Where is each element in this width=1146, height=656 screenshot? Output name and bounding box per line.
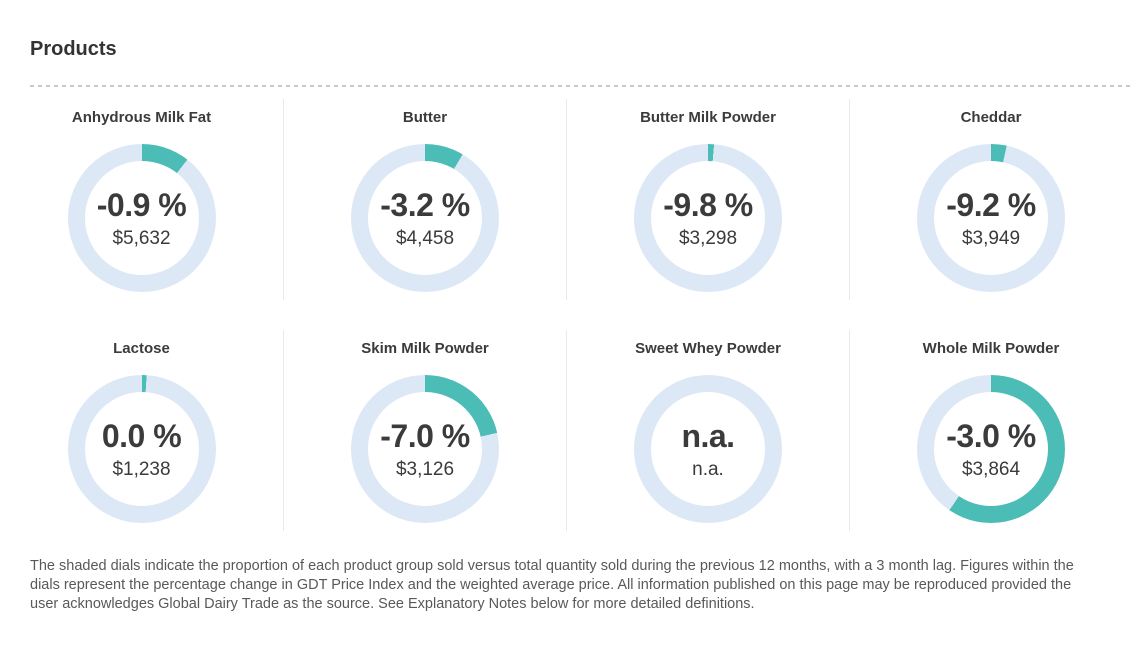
dial-center: -7.0 % $3,126	[368, 392, 482, 506]
product-dial-cell: Sweet Whey Powder n.a. n.a.	[566, 330, 849, 531]
product-dial-cell: Butter Milk Powder -9.8 % $3,298	[566, 99, 849, 300]
average-price-value: $3,298	[678, 227, 738, 249]
donut-dial: -9.2 % $3,949	[917, 144, 1065, 292]
product-dial-cell: Whole Milk Powder -3.0 % $3,864	[849, 330, 1132, 531]
average-price-value: $3,864	[961, 458, 1021, 480]
page-title: Products	[30, 38, 117, 60]
donut-dial: -3.0 % $3,864	[917, 375, 1065, 523]
price-change-value: -9.2 %	[946, 186, 1036, 223]
product-name: Cheddar	[960, 109, 1022, 126]
product-name: Anhydrous Milk Fat	[71, 109, 212, 126]
donut-dial: -0.9 % $5,632	[67, 144, 216, 292]
products-grid: Anhydrous Milk Fat -0.9 % $5,632 Butter …	[0, 99, 1132, 531]
product-name: Sweet Whey Powder	[635, 340, 781, 357]
product-dial-cell: Anhydrous Milk Fat -0.9 % $5,632	[0, 99, 283, 300]
dial-center: -9.2 % $3,949	[934, 161, 1048, 275]
product-name: Skim Milk Powder	[361, 340, 489, 357]
product-name: Butter	[402, 109, 448, 126]
product-name: Whole Milk Powder	[922, 340, 1060, 357]
section-divider	[30, 85, 1130, 87]
donut-dial: -7.0 % $3,126	[351, 375, 499, 523]
price-change-value: 0.0 %	[101, 417, 182, 454]
price-change-value: -9.8 %	[663, 186, 753, 223]
products-section: Products Anhydrous Milk Fat -0.9 % $5,63…	[0, 38, 1146, 614]
average-price-value: $5,632	[112, 227, 171, 249]
dial-center: 0.0 % $1,238	[84, 392, 199, 506]
product-dial-cell: Lactose 0.0 % $1,238	[0, 330, 283, 531]
price-change-value: -3.0 %	[946, 417, 1036, 454]
average-price-value: $4,458	[395, 227, 455, 249]
product-name: Butter Milk Powder	[640, 109, 776, 126]
dial-center: -0.9 % $5,632	[84, 161, 199, 275]
average-price-value: $3,949	[961, 227, 1021, 249]
donut-dial: -3.2 % $4,458	[351, 144, 499, 292]
price-change-value: -0.9 %	[96, 186, 187, 223]
dial-center: n.a. n.a.	[651, 392, 765, 506]
dial-center: -9.8 % $3,298	[651, 161, 765, 275]
product-dial-cell: Cheddar -9.2 % $3,949	[849, 99, 1132, 300]
product-dial-cell: Butter -3.2 % $4,458	[283, 99, 566, 300]
price-change-value: n.a.	[681, 417, 735, 454]
donut-dial: -9.8 % $3,298	[634, 144, 782, 292]
product-dial-cell: Skim Milk Powder -7.0 % $3,126	[283, 330, 566, 531]
average-price-value: $3,126	[395, 458, 455, 480]
footer-note: The shaded dials indicate the proportion…	[30, 558, 1074, 612]
average-price-value: n.a.	[692, 458, 724, 480]
donut-dial: 0.0 % $1,238	[67, 375, 216, 523]
price-change-value: -3.2 %	[380, 186, 470, 223]
dial-center: -3.0 % $3,864	[934, 392, 1048, 506]
donut-dial: n.a. n.a.	[634, 375, 782, 523]
average-price-value: $1,238	[112, 458, 171, 480]
dial-center: -3.2 % $4,458	[368, 161, 482, 275]
price-change-value: -7.0 %	[380, 417, 470, 454]
product-name: Lactose	[113, 340, 170, 357]
